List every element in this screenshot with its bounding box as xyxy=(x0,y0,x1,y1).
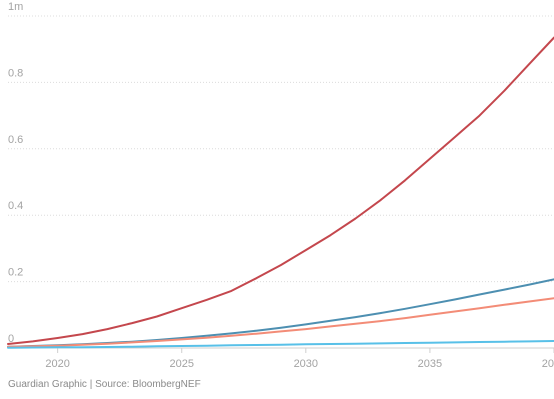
y-tick-label: 0.8 xyxy=(8,67,23,79)
y-tick-label: 0.4 xyxy=(8,200,23,212)
y-tick-label: 0.2 xyxy=(8,267,23,279)
series-line-4 xyxy=(7,340,554,349)
series-line-2 xyxy=(7,278,554,348)
y-tick-label: 1m xyxy=(8,1,23,13)
x-tick-label: 2020 xyxy=(45,358,69,370)
series-layer xyxy=(7,36,554,349)
y-axis-labels: 0 0.2 0.4 0.6 0.8 1m xyxy=(8,1,23,345)
x-tick-label: 2040 xyxy=(542,358,554,370)
source-credit: Guardian Graphic | Source: BloombergNEF xyxy=(8,379,201,390)
series-line-3 xyxy=(7,297,554,348)
series-line-1 xyxy=(7,36,554,345)
y-tick-label: 0 xyxy=(8,333,14,345)
x-axis: 2020 2025 2030 2035 2040 xyxy=(8,347,554,370)
gridlines xyxy=(8,15,554,283)
x-tick-label: 2035 xyxy=(418,358,442,370)
x-tick-label: 2030 xyxy=(294,358,318,370)
y-tick-label: 0.6 xyxy=(8,134,23,146)
x-tick-label: 2025 xyxy=(169,358,193,370)
